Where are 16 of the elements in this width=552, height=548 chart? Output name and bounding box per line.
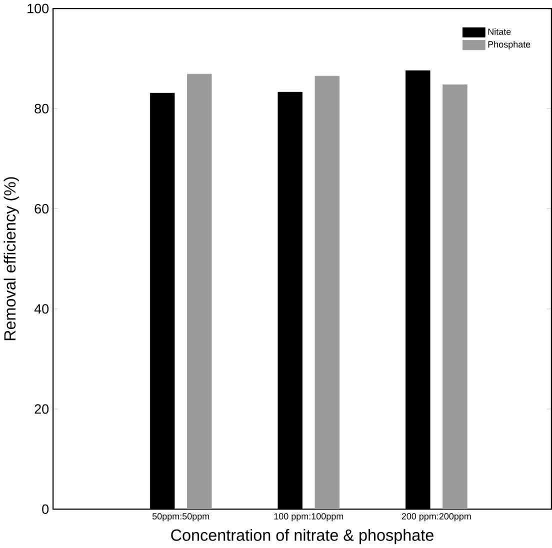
- y-tick-label: 40: [34, 304, 49, 314]
- bar: [187, 74, 212, 510]
- y-tick-label: 20: [34, 404, 49, 414]
- y-tick-label: 80: [34, 104, 49, 114]
- x-tick-label: 50ppm:50ppm: [152, 513, 210, 522]
- x-axis-title: Concentration of nitrate & phosphate: [171, 529, 434, 544]
- bar: [442, 84, 468, 510]
- bar: [314, 76, 340, 510]
- y-axis-title: Removal efficiency (%): [4, 177, 19, 340]
- y-tick-label: 100: [28, 4, 49, 14]
- y-tick-label: 0: [42, 504, 49, 514]
- y-tick-label: 60: [34, 204, 49, 214]
- legend-label: Phosphate: [488, 41, 530, 50]
- x-tick-label: 100 ppm:100ppm: [274, 513, 344, 522]
- x-tick-label: 200 ppm:200ppm: [402, 513, 471, 522]
- legend-label: Nitate: [488, 28, 511, 35]
